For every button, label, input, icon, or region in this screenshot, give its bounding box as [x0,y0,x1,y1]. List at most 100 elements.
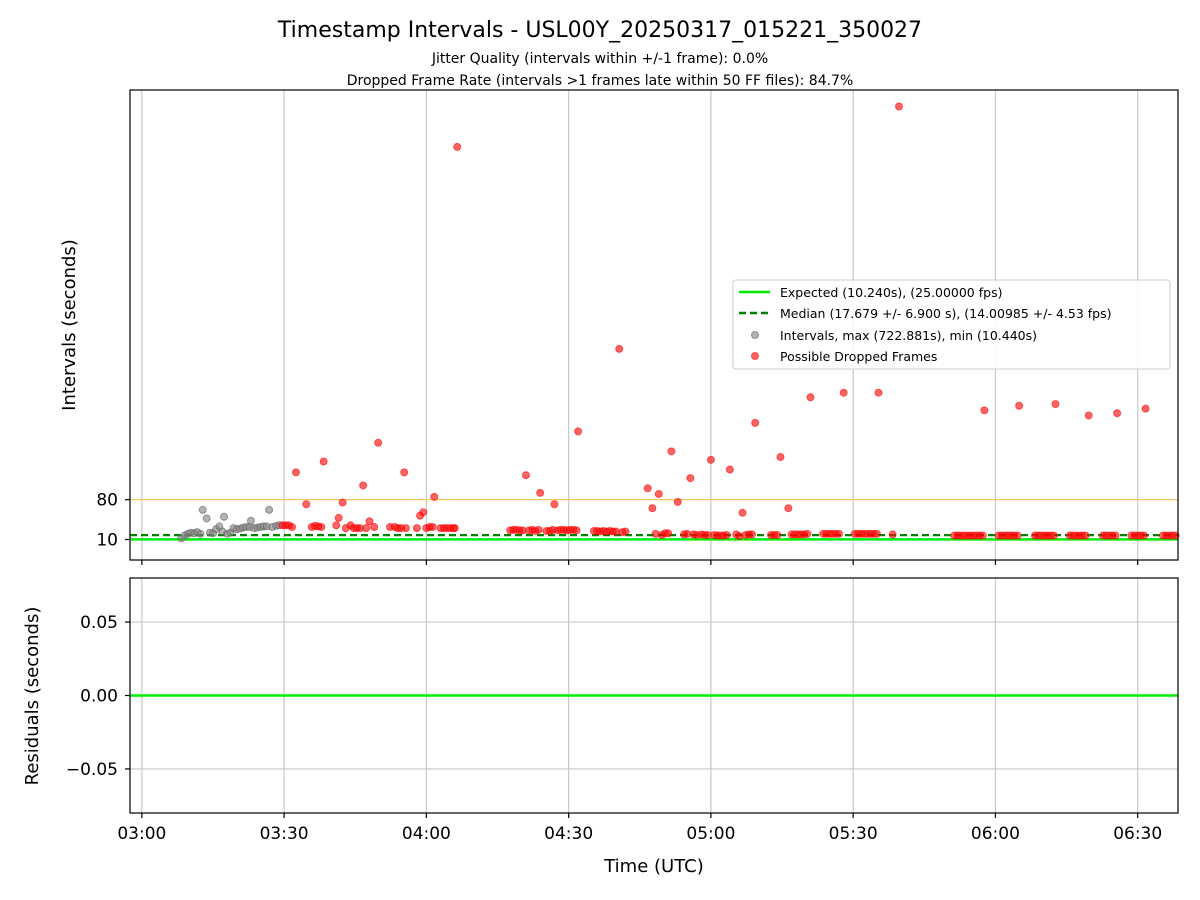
legend-box [732,279,1171,370]
dropped-frame-point [332,521,341,530]
dropped-frame-point [735,532,744,541]
bottom-y-tick-label: 0.05 [80,613,118,633]
dropped-frame-point [1171,531,1180,540]
dropped-frame-point [536,488,545,497]
dropped-frame-point [888,530,897,539]
interval-point [202,514,211,523]
dropped-frame-point [648,504,657,513]
top-panel: 10 80 Intervals (seconds) Expected (10.24… [59,89,1180,565]
dropped-frame-point [839,388,848,397]
x-tick-label: 06:30 [1113,824,1162,844]
top-y-tick-label: 10 [96,531,118,551]
top-plot-frame [129,89,1179,561]
dropped-frame-point [784,504,793,513]
interval-point [246,516,255,525]
dropped-frame-point [317,522,326,531]
x-tick-label: 06:00 [971,824,1020,844]
dropped-frame-point [1049,531,1058,540]
dropped-frame-point [1013,531,1022,540]
dropped-frame-point [334,513,343,522]
dropped-frame-point [654,489,663,498]
bottom-y-tick-label: 0.00 [80,687,118,707]
dropped-frame-point [338,498,347,507]
interval-point [220,512,229,521]
top-points [177,102,1180,543]
chart-subtitle-2: Dropped Frame Rate (intervals >1 frames … [347,73,854,89]
dropped-frame-point [980,406,989,415]
dropped-frame-point [1081,531,1090,540]
interval-point [265,505,274,514]
dropped-frame-point [738,508,747,517]
dropped-frame-point [319,457,328,466]
x-axis-title: Time (UTC) [603,856,704,877]
dropped-frame-point [359,481,368,490]
dropped-frame-point [412,524,421,533]
top-x-ticks [141,560,1139,565]
dropped-frame-point [725,465,734,474]
dropped-frame-point [430,492,439,501]
dropped-frame-point [651,529,660,538]
dropped-frame-point [1113,409,1122,418]
x-tick-label: 03:30 [260,824,309,844]
dropped-frame-point [803,529,812,538]
dropped-frame-point [664,529,673,538]
interval-point [196,529,205,538]
dropped-frame-point [667,447,676,456]
bottom-y-ticks: 0.05 0.00 −0.05 [66,613,130,780]
top-y-ticks: 10 80 [96,491,130,551]
dropped-frame-point [806,393,815,402]
dropped-frame-point [362,524,371,533]
dropped-frame-point [291,468,300,477]
chart-title: Timestamp Intervals - USL00Y_20250317_01… [277,18,922,43]
dropped-frame-point [978,531,987,540]
dropped-frame-point [872,529,881,538]
legend-item-median: Median (17.679 +/- 6.900 s), (14.00985 +… [739,306,1111,321]
dropped-frame-point [643,484,652,493]
dropped-frame-point [722,530,731,539]
dropped-frame-point [834,529,843,538]
x-tick-label: 03:00 [117,824,166,844]
legend: Expected (10.240s), (25.00000 fps) Media… [732,279,1171,370]
dropped-frame-point [370,522,379,531]
dropped-frame-point [374,438,383,447]
dropped-frame-point [1141,404,1150,413]
x-tick-label: 04:00 [402,824,451,844]
bottom-panel: 03:00 03:30 04:00 04:30 05:00 05:30 06:00 06:30… [22,577,1179,877]
dropped-frame-point [706,455,715,464]
legend-label-intervals: Intervals, max (722.881s), min (10.440s) [780,328,1037,343]
dropped-frame-point [615,344,624,353]
dropped-frame-point [365,517,374,526]
dropped-frame-point [450,524,459,533]
dropped-frame-point [1140,531,1149,540]
interval-point [198,505,207,514]
dropped-frame-point [302,500,311,509]
x-tick-label: 05:00 [686,824,735,844]
dropped-frame-point [874,388,883,397]
dropped-frame-point [748,530,757,539]
legend-item-expected: Expected (10.240s), (25.00000 fps) [739,285,1002,300]
bottom-x-ticks: 03:00 03:30 04:00 04:30 05:00 05:30 06:00 06:30 [117,813,1162,844]
dropped-frame-point [288,522,297,531]
legend-item-intervals: Intervals, max (722.881s), min (10.440s) [751,328,1037,343]
dropped-frame-point [419,508,428,517]
dropped-frame-point [1084,411,1093,420]
top-y-tick-label: 80 [96,491,118,511]
dropped-frame-point [521,471,530,480]
dropped-frame-point [534,525,543,534]
legend-label-expected: Expected (10.240s), (25.00000 fps) [780,285,1002,300]
dropped-frame-point [686,474,695,483]
legend-label-dropped: Possible Dropped Frames [780,349,937,364]
dropped-frame-point [453,142,462,151]
dropped-frame-point [1111,531,1120,540]
legend-marker-intervals [751,331,759,339]
dropped-frame-point [400,468,409,477]
dropped-frame-point [776,453,785,462]
legend-marker-dropped [751,352,759,360]
legend-label-median: Median (17.679 +/- 6.900 s), (14.00985 +… [780,306,1111,321]
dropped-frame-point [428,522,437,531]
dropped-frame-point [751,418,760,427]
dropped-frame-point [773,530,782,539]
dropped-frame-point [572,526,581,535]
